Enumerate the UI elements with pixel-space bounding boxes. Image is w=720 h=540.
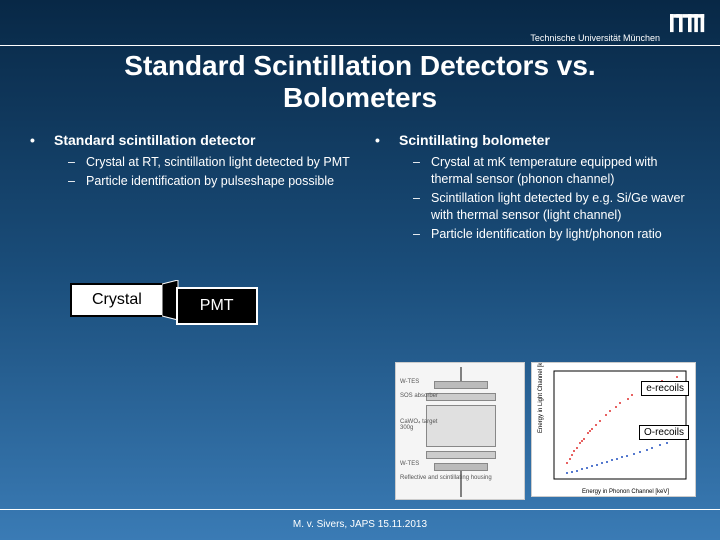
- university-name: Technische Universität München: [530, 33, 660, 45]
- svg-text:Energy in Phonon Channel [keV]: Energy in Phonon Channel [keV]: [582, 489, 669, 495]
- bolometer-figures: W-TES SOS absorber CaWO₄ target300g W-TE…: [395, 362, 696, 500]
- left-heading-text: Standard scintillation detector: [54, 132, 255, 148]
- right-heading-text: Scintillating bolometer: [399, 132, 550, 148]
- left-column: • Standard scintillation detector Crysta…: [30, 132, 355, 244]
- list-item: Particle identification by pulseshape po…: [68, 173, 355, 190]
- o-recoils-label: O-recoils: [639, 425, 689, 440]
- list-item: Crystal at RT, scintillation light detec…: [68, 154, 355, 171]
- crystal-box: Crystal: [70, 283, 164, 317]
- content-columns: • Standard scintillation detector Crysta…: [30, 132, 700, 244]
- bolometer-schematic: W-TES SOS absorber CaWO₄ target300g W-TE…: [395, 362, 525, 500]
- e-recoils-label: e-recoils: [641, 381, 689, 396]
- right-list: Crystal at mK temperature equipped with …: [413, 154, 700, 242]
- slide-title: Standard Scintillation Detectors vs. Bol…: [0, 50, 720, 114]
- footer-text: M. v. Sivers, JAPS 15.11.2013: [0, 519, 720, 530]
- title-line-2: Bolometers: [283, 82, 437, 113]
- pmt-box: PMT: [176, 287, 258, 325]
- header-bar: Technische Universität München: [0, 20, 720, 46]
- list-item: Particle identification by light/phonon …: [413, 226, 700, 243]
- tum-logo: [670, 14, 706, 34]
- right-heading: • Scintillating bolometer: [375, 132, 700, 148]
- scatter-plot: Energy in Light Channel [keVee] Energy i…: [531, 362, 696, 497]
- list-item: Crystal at mK temperature equipped with …: [413, 154, 700, 188]
- right-column: • Scintillating bolometer Crystal at mK …: [375, 132, 700, 244]
- pmt-diagram: CrystalPMT: [70, 280, 258, 320]
- svg-text:Energy in Light Channel [keVee: Energy in Light Channel [keVee]: [538, 363, 544, 433]
- left-list: Crystal at RT, scintillation light detec…: [68, 154, 355, 190]
- footer-rule: [0, 509, 720, 510]
- list-item: Scintillation light detected by e.g. Si/…: [413, 190, 700, 224]
- left-heading: • Standard scintillation detector: [30, 132, 355, 148]
- title-line-1: Standard Scintillation Detectors vs.: [124, 50, 595, 81]
